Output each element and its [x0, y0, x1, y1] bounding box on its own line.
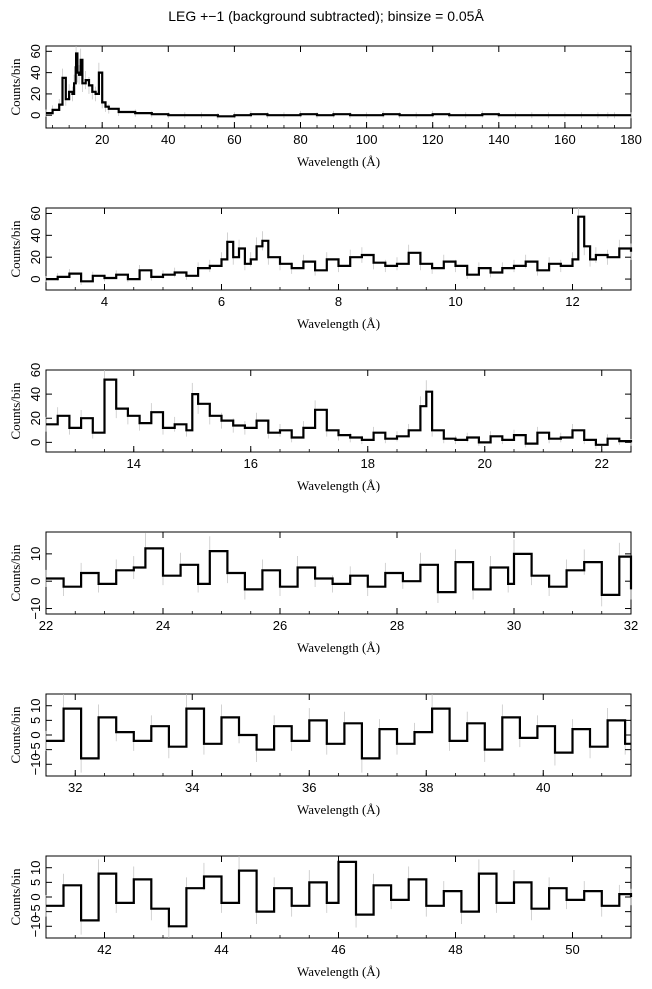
y-tick-label: 20: [28, 250, 43, 264]
y-tick-label: 5: [28, 879, 43, 886]
plot-frame: [45, 207, 632, 291]
x-tick-label: 32: [68, 780, 82, 795]
chart-panel-1: 20 40 60 80 100 120 140 160 180 0 20 40 60 Wavelength…: [8, 44, 642, 169]
x-tick-label: 32: [624, 618, 638, 633]
y-tick-label: −5: [28, 742, 43, 757]
chart-panel-6: 42 44 46 48 50 −10−5 0 5 10 Wavelength (Å) Counts/…: [8, 855, 633, 979]
x-tick-label: 42: [97, 942, 111, 957]
x-tick-label: 10: [448, 294, 462, 309]
x-tick-label: 12: [565, 294, 579, 309]
x-tick-label: 38: [419, 780, 433, 795]
x-tick-label: 44: [214, 942, 228, 957]
spectrum-series: [46, 52, 631, 118]
y-axis-title: Counts/bin: [8, 706, 23, 764]
y-tick-label: −5: [28, 904, 43, 919]
spectrum-series: [46, 547, 633, 596]
x-axis-title: Wavelength (Å): [297, 964, 380, 979]
y-axis-title: Counts/bin: [8, 220, 23, 278]
x-tick-label: 100: [356, 132, 378, 147]
spectrum-series: [46, 215, 633, 283]
x-tick-label: 26: [273, 618, 287, 633]
x-tick-label: 60: [227, 132, 241, 147]
x-tick-label: 22: [39, 618, 53, 633]
x-tick-label: 46: [331, 942, 345, 957]
y-tick-label: 0: [28, 439, 43, 446]
x-tick-label: 16: [244, 456, 258, 471]
y-tick-label: 40: [28, 387, 43, 401]
chart-panel-4: 22 24 26 28 30 32 −10 0 10 Wavelength (Å) Counts/b…: [8, 531, 638, 655]
x-axis-title: Wavelength (Å): [297, 802, 380, 817]
x-axis-title: Wavelength (Å): [297, 478, 380, 493]
y-tick-label: 0: [28, 112, 43, 119]
figure-title: LEG +−1 (background subtracted); binsize…: [168, 8, 484, 24]
y-tick-label: 10: [28, 698, 43, 712]
y-tick-label: −10: [28, 915, 43, 937]
y-axis-title: Counts/bin: [8, 868, 23, 926]
y-tick-label: 60: [28, 206, 43, 220]
spectrum-series: [46, 378, 633, 446]
y-tick-label: 20: [28, 411, 43, 425]
y-axis-title: Counts/bin: [8, 382, 23, 440]
y-tick-label: 20: [28, 87, 43, 101]
spectrum-series: [46, 707, 631, 760]
x-tick-label: 24: [156, 618, 170, 633]
x-tick-label: 20: [95, 132, 109, 147]
x-tick-label: 20: [478, 456, 492, 471]
x-tick-label: 28: [390, 618, 404, 633]
chart-panel-2: 4 6 8 10 12 0 20 40 60 Wavelength (Å) Counts/bin: [8, 206, 633, 331]
y-tick-label: 40: [28, 65, 43, 79]
y-tick-label: −10: [28, 598, 43, 620]
y-tick-label: 60: [28, 363, 43, 377]
y-tick-label: 0: [28, 578, 43, 585]
chart-panel-5: 32 34 36 38 40 −10−5 0 5 10 Wavelength (Å) Counts/…: [8, 693, 632, 817]
x-tick-label: 180: [620, 132, 642, 147]
y-tick-label: 40: [28, 228, 43, 242]
chart-panel-3: 14 16 18 20 22 0 20 40 60 Wavelength (Å) Counts/bi…: [8, 363, 633, 493]
y-tick-label: 0: [28, 731, 43, 738]
x-tick-label: 40: [161, 132, 175, 147]
x-tick-label: 14: [127, 456, 141, 471]
x-tick-label: 6: [218, 294, 225, 309]
x-tick-label: 80: [293, 132, 307, 147]
x-axis-title: Wavelength (Å): [297, 154, 380, 169]
x-tick-label: 4: [101, 294, 108, 309]
y-axis-title: Counts/bin: [8, 58, 23, 116]
y-tick-label: 60: [28, 44, 43, 58]
x-tick-label: 140: [488, 132, 510, 147]
plot-frame: [45, 45, 632, 129]
y-tick-label: 10: [28, 547, 43, 561]
x-tick-label: 8: [335, 294, 342, 309]
x-tick-label: 34: [185, 780, 199, 795]
x-tick-label: 36: [302, 780, 316, 795]
x-axis-title: Wavelength (Å): [297, 316, 380, 331]
x-tick-label: 160: [554, 132, 576, 147]
x-tick-label: 18: [361, 456, 375, 471]
x-tick-label: 50: [565, 942, 579, 957]
y-tick-label: 0: [28, 275, 43, 282]
y-tick-label: 5: [28, 717, 43, 724]
x-tick-label: 22: [595, 456, 609, 471]
y-tick-label: 0: [28, 893, 43, 900]
y-tick-label: 10: [28, 860, 43, 874]
x-tick-label: 120: [422, 132, 444, 147]
y-tick-label: −10: [28, 753, 43, 775]
x-tick-label: 48: [448, 942, 462, 957]
x-tick-label: 40: [536, 780, 550, 795]
y-axis-title: Counts/bin: [8, 544, 23, 602]
x-axis-title: Wavelength (Å): [297, 640, 380, 655]
x-tick-label: 30: [507, 618, 521, 633]
